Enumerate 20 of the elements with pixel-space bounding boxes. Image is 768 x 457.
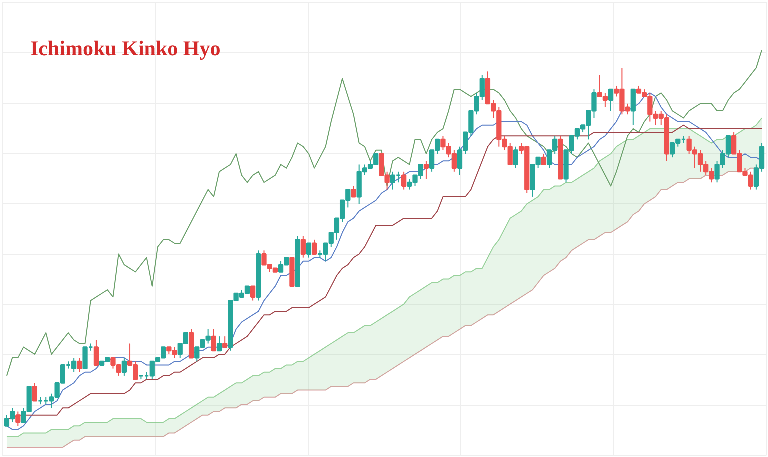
chart-title: Ichimoku Kinko Hyo	[30, 36, 221, 60]
candlestick	[630, 88, 636, 126]
candlestick	[312, 239, 318, 255]
candlestick	[77, 358, 82, 373]
candlestick	[541, 154, 546, 166]
candlestick	[216, 336, 222, 352]
candlestick	[351, 186, 356, 198]
candlestick	[122, 358, 127, 376]
candlestick	[94, 340, 100, 366]
candlestick	[222, 336, 228, 348]
candlestick	[513, 146, 519, 169]
candlestick	[424, 160, 430, 180]
candlestick	[250, 286, 256, 302]
candlestick	[32, 382, 38, 402]
candlestick	[306, 242, 312, 258]
candlestick	[402, 171, 407, 190]
candlestick	[16, 411, 21, 427]
candlestick	[211, 328, 216, 352]
candlestick	[608, 88, 614, 112]
candlestick	[300, 236, 306, 258]
